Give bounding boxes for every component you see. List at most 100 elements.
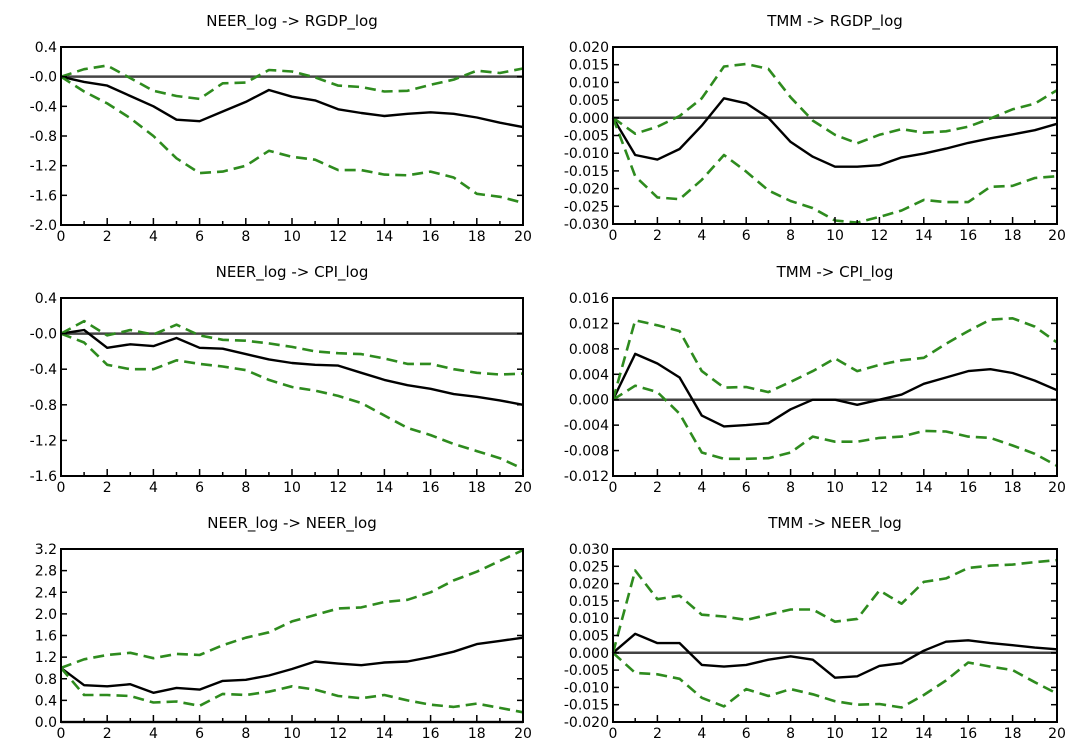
x-tick-label: 6 — [742, 726, 751, 742]
x-tick-label: 4 — [149, 480, 158, 496]
y-tick-label: -0.010 — [564, 146, 609, 162]
y-tick-label: 1.2 — [35, 650, 57, 666]
x-tick-label: 6 — [742, 480, 751, 496]
y-tick-label: -0.0 — [30, 70, 57, 86]
y-tick-label: 0.4 — [35, 693, 57, 709]
chart-title: TMM -> CPI_log — [776, 263, 894, 282]
y-tick-label: -0.005 — [564, 129, 609, 145]
y-tick-label: -0.0 — [30, 327, 57, 343]
y-tick-label: 2.8 — [35, 564, 57, 580]
x-tick-label: 16 — [422, 726, 440, 742]
y-tick-label: -0.030 — [564, 217, 609, 233]
chart-title: TMM -> RGDP_log — [766, 12, 903, 31]
y-tick-label: 0.8 — [35, 672, 57, 688]
x-tick-label: 2 — [653, 726, 662, 742]
confidence-band-lower — [612, 384, 1058, 467]
x-tick-label: 14 — [375, 726, 393, 742]
plot-frame — [612, 548, 1058, 723]
x-tick-label: 4 — [149, 229, 158, 245]
x-tick-label: 2 — [653, 228, 662, 244]
x-tick-label: 20 — [514, 726, 532, 742]
x-tick-label: 10 — [826, 228, 844, 244]
y-tick-label: 0.030 — [569, 542, 609, 558]
x-tick-label: 6 — [195, 229, 204, 245]
x-tick-label: 0 — [609, 480, 618, 496]
x-tick-label: 6 — [195, 480, 204, 496]
y-tick-label: 3.2 — [35, 542, 57, 558]
y-tick-label: 0.015 — [569, 594, 609, 610]
y-tick-label: 0.000 — [569, 111, 609, 127]
y-tick-label: 0.016 — [569, 291, 609, 307]
y-tick-label: -0.015 — [564, 164, 609, 180]
x-tick-label: 16 — [422, 480, 440, 496]
plot-frame — [60, 46, 524, 226]
x-tick-label: 6 — [742, 228, 751, 244]
y-tick-label: -0.005 — [564, 663, 609, 679]
x-tick-label: 10 — [826, 726, 844, 742]
x-tick-label: 20 — [1048, 726, 1066, 742]
y-tick-label: -1.6 — [30, 188, 57, 204]
x-tick-label: 18 — [1004, 228, 1022, 244]
x-tick-label: 8 — [786, 228, 795, 244]
x-tick-label: 2 — [103, 480, 112, 496]
confidence-band-upper — [60, 548, 524, 670]
y-tick-label: 0.020 — [569, 577, 609, 593]
x-tick-label: 4 — [697, 480, 706, 496]
x-tick-label: 20 — [514, 480, 532, 496]
confidence-band-upper — [612, 62, 1058, 145]
y-tick-label: -0.008 — [564, 444, 609, 460]
x-tick-label: 4 — [697, 228, 706, 244]
confidence-band-upper — [60, 64, 524, 101]
x-tick-label: 12 — [870, 726, 888, 742]
y-tick-label: -1.6 — [30, 469, 57, 485]
y-tick-label: 0.025 — [569, 559, 609, 575]
x-tick-label: 0 — [57, 229, 66, 245]
x-tick-label: 18 — [1004, 726, 1022, 742]
x-tick-label: 0 — [57, 726, 66, 742]
y-tick-label: -0.012 — [564, 469, 609, 485]
y-tick-label: 0.005 — [569, 93, 609, 109]
y-tick-label: -0.8 — [30, 129, 57, 145]
y-tick-label: 1.6 — [35, 629, 57, 645]
chart-title: NEER_log -> RGDP_log — [206, 12, 378, 31]
response-line — [611, 97, 1058, 168]
y-tick-label: 0.020 — [569, 40, 609, 56]
x-tick-label: 10 — [283, 726, 301, 742]
x-tick-label: 8 — [786, 480, 795, 496]
plot-frame — [612, 297, 1058, 477]
x-tick-label: 2 — [653, 480, 662, 496]
y-tick-label: -2.0 — [30, 218, 57, 234]
x-tick-label: 14 — [375, 229, 393, 245]
x-tick-label: 4 — [149, 726, 158, 742]
x-tick-label: 0 — [609, 726, 618, 742]
y-tick-label: 2.4 — [35, 585, 57, 601]
response-line — [611, 352, 1058, 428]
x-tick-label: 8 — [241, 229, 250, 245]
x-tick-label: 6 — [195, 726, 204, 742]
chart-panel-4: TMM -> CPI_log 0.016 0.012 0.008 0.004 0.000 -… — [564, 263, 1066, 496]
confidence-band-upper — [611, 316, 1058, 401]
x-tick-label: 2 — [103, 229, 112, 245]
x-tick-label: 20 — [514, 229, 532, 245]
x-tick-label: 18 — [468, 480, 486, 496]
y-tick-label: 0.005 — [569, 629, 609, 645]
x-tick-label: 12 — [870, 228, 888, 244]
response-line — [60, 75, 524, 129]
chart-title: NEER_log -> CPI_log — [216, 263, 369, 282]
x-tick-label: 14 — [915, 228, 933, 244]
x-tick-label: 10 — [283, 480, 301, 496]
x-tick-label: 0 — [57, 480, 66, 496]
x-tick-label: 16 — [422, 229, 440, 245]
y-tick-label: -0.8 — [30, 398, 57, 414]
y-tick-label: 0.010 — [569, 75, 609, 91]
plot-frame — [60, 548, 524, 723]
y-tick-label: 2.0 — [35, 607, 57, 623]
x-tick-label: 18 — [1004, 480, 1022, 496]
x-tick-label: 8 — [786, 726, 795, 742]
chart-title: TMM -> NEER_log — [767, 514, 902, 533]
x-tick-label: 12 — [870, 480, 888, 496]
x-tick-label: 14 — [915, 480, 933, 496]
